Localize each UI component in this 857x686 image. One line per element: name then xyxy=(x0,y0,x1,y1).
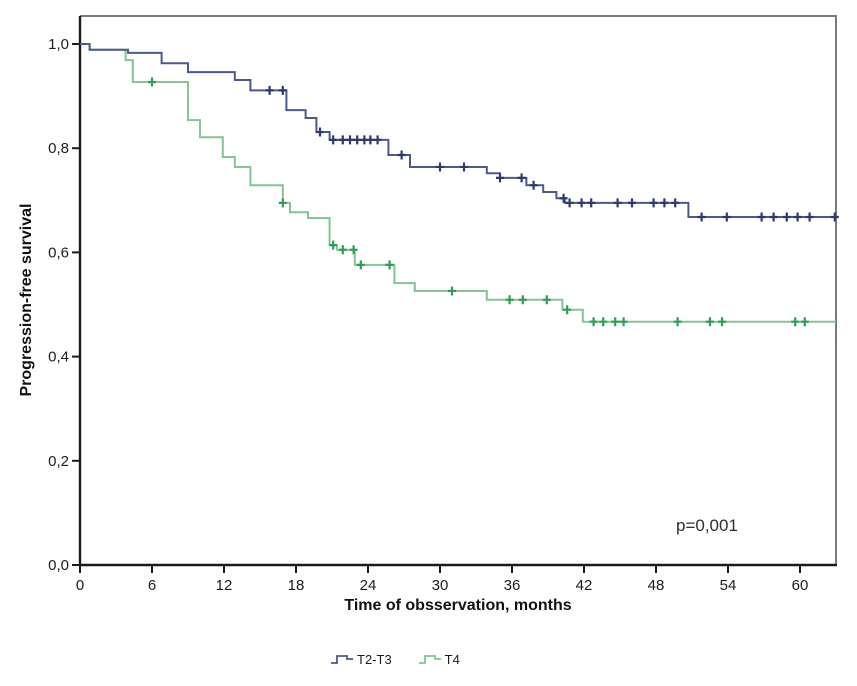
x-tick-label: 60 xyxy=(792,577,809,594)
y-tick-label: 1,0 xyxy=(48,36,69,53)
y-tick-label: 0,8 xyxy=(48,140,69,157)
legend: T2-T3 T4 xyxy=(330,652,460,667)
legend-label-t2-t3: T2-T3 xyxy=(357,652,392,667)
x-axis-title: Time of obsservation, months xyxy=(344,597,572,614)
x-tick-label: 48 xyxy=(648,577,665,594)
y-tick-label: 0,0 xyxy=(48,557,69,574)
x-tick-label: 36 xyxy=(504,577,521,594)
y-axis-ticks: 0,0 0,2 0,4 0,6 0,8 1,0 xyxy=(48,36,80,574)
censor-marks-t4 xyxy=(148,77,809,327)
x-axis-ticks: 0 6 12 18 24 30 36 42 48 54 60 xyxy=(76,565,809,594)
x-tick-label: 30 xyxy=(432,577,449,594)
x-tick-label: 12 xyxy=(216,577,233,594)
plot-frame xyxy=(80,15,837,565)
p-value-annotation: p=0,001 xyxy=(676,516,738,535)
survival-curve-t4 xyxy=(80,43,836,323)
y-tick-label: 0,6 xyxy=(48,244,69,261)
survival-curve-t2-t3 xyxy=(80,43,836,218)
step-line-icon xyxy=(330,653,354,666)
x-tick-label: 42 xyxy=(576,577,593,594)
legend-item-t4: T4 xyxy=(418,652,460,667)
y-tick-label: 0,2 xyxy=(48,453,69,470)
censor-marks-t2-t3 xyxy=(265,85,839,222)
y-axis-title: Progression-free survival xyxy=(18,203,35,397)
x-tick-label: 6 xyxy=(148,577,156,594)
x-tick-label: 0 xyxy=(76,577,84,594)
legend-label-t4: T4 xyxy=(444,652,460,667)
legend-item-t2-t3: T2-T3 xyxy=(330,652,392,667)
y-tick-label: 0,4 xyxy=(48,349,69,366)
x-tick-label: 24 xyxy=(360,577,377,594)
step-line-icon xyxy=(418,653,442,666)
x-tick-label: 54 xyxy=(720,577,737,594)
axes xyxy=(78,16,837,567)
x-tick-label: 18 xyxy=(288,577,305,594)
